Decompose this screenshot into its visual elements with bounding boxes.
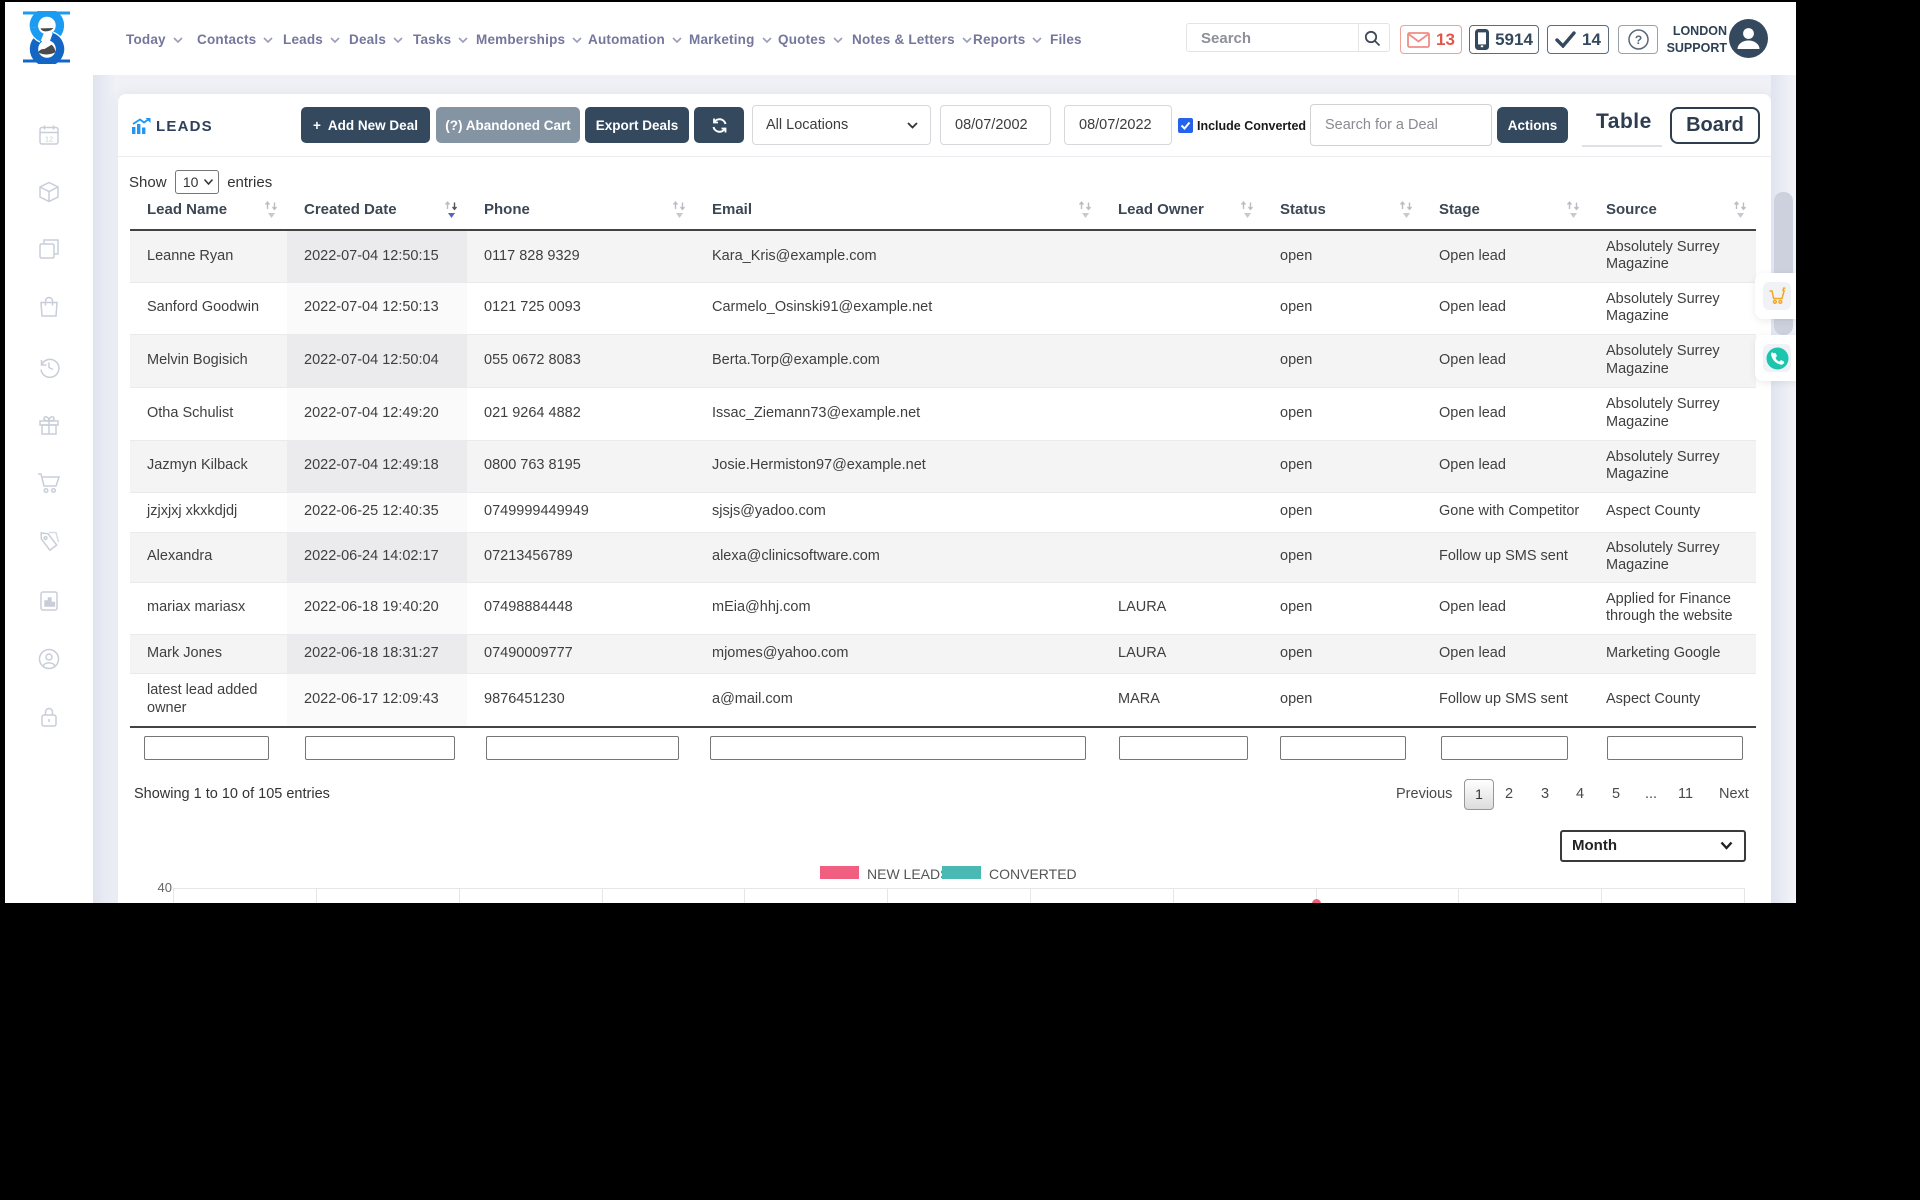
svg-text:?: ? (1634, 33, 1641, 47)
svg-text:12: 12 (45, 135, 53, 144)
